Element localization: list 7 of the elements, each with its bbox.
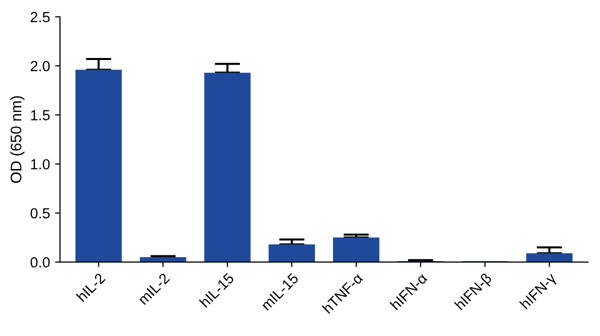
y-tick-label: 1.0 [31, 159, 50, 170]
y-tick-label: 1.5 [31, 110, 50, 120]
y-tick-label: 0.0 [30, 257, 50, 268]
y-tick-label: 2.0 [30, 60, 50, 72]
y-tick-label: 0.5 [30, 208, 50, 218]
y-axis-title: OD (650 nm) [10, 96, 24, 183]
y-tick-label: 2.5 [30, 12, 50, 22]
